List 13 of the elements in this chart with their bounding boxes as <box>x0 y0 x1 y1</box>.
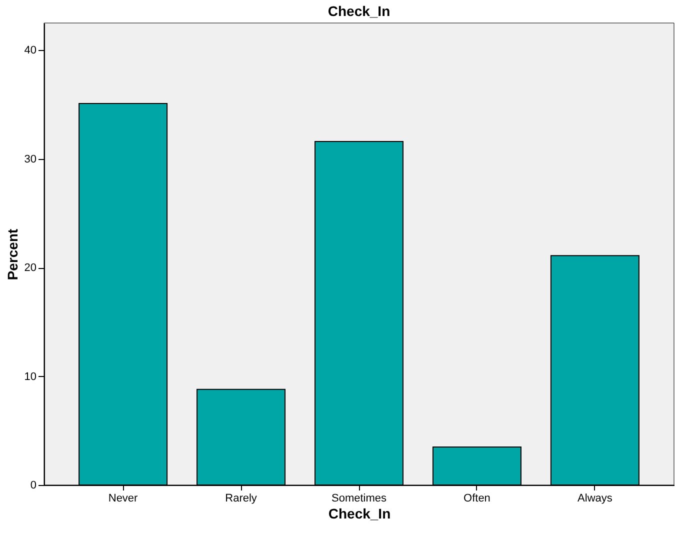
y-axis-title: Percent <box>4 228 20 280</box>
x-tick-label: Always <box>578 492 613 504</box>
y-tick-label: 10 <box>24 370 36 383</box>
x-tick-label: Often <box>464 492 490 504</box>
x-tick-label: Sometimes <box>331 492 387 504</box>
chart-title: Check_In <box>328 3 390 19</box>
y-tick-label: 20 <box>24 262 36 274</box>
x-tick-label: Never <box>108 492 138 504</box>
y-tick-label: 0 <box>30 480 36 492</box>
y-tick-label: 30 <box>24 153 36 166</box>
x-axis-title: Check_In <box>328 506 391 522</box>
y-tick-label: 40 <box>24 44 36 57</box>
x-tick-label: Rarely <box>225 492 258 504</box>
